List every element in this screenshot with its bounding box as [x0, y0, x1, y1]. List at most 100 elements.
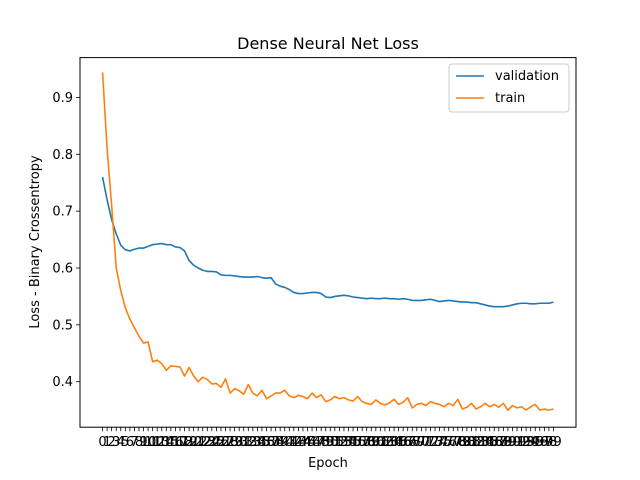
x-tick-label: 71: [418, 435, 435, 450]
x-tick-label: 82: [468, 435, 485, 450]
x-tick-label: 49: [317, 435, 334, 450]
x-axis: 0123456789101112131415161718192021222324…: [98, 427, 562, 450]
y-axis: 0.4 0.5 0.6 0.7 0.8 0.9: [52, 91, 80, 390]
x-tick-label: 9: [139, 435, 147, 450]
x-tick-label: 51: [327, 435, 344, 450]
x-tick-label: 72: [422, 435, 439, 450]
x-tick-label: 12: [149, 435, 166, 450]
x-tick-label: 62: [377, 435, 394, 450]
x-tick-label: 53: [336, 435, 353, 450]
x-tick-label: 60: [368, 435, 385, 450]
x-tick-label: 29: [226, 435, 243, 450]
x-tick-label: 92: [513, 435, 530, 450]
legend-label-train: train: [495, 91, 525, 106]
x-tick-label: 40: [276, 435, 293, 450]
x-tick-label: 17: [172, 435, 189, 450]
chart-title: Dense Neural Net Loss: [237, 34, 419, 53]
x-tick-label: 84: [477, 435, 494, 450]
x-tick-label: 81: [463, 435, 480, 450]
x-tick-label: 42: [286, 435, 303, 450]
x-tick-label: 22: [194, 435, 211, 450]
x-tick-label: 54: [340, 435, 357, 450]
x-tick-label: 74: [431, 435, 448, 450]
x-tick-label: 45: [299, 435, 316, 450]
x-axis-label: Epoch: [308, 456, 348, 471]
x-tick-label: 15: [163, 435, 180, 450]
x-tick-label: 77: [445, 435, 462, 450]
x-tick-label: 2: [108, 435, 116, 450]
x-tick-label: 10: [140, 435, 157, 450]
x-tick-label: 85: [481, 435, 498, 450]
x-tick-label: 61: [372, 435, 389, 450]
x-tick-label: 30: [231, 435, 248, 450]
x-tick-label: 98: [541, 435, 558, 450]
x-tick-label: 87: [491, 435, 508, 450]
legend-label-validation: validation: [495, 69, 559, 84]
x-tick-label: 76: [440, 435, 457, 450]
axes-frame: [79, 57, 577, 428]
x-tick-label: 79: [454, 435, 471, 450]
x-tick-label: 88: [495, 435, 512, 450]
x-tick-label: 70: [413, 435, 430, 450]
x-tick-label: 50: [322, 435, 339, 450]
x-tick-label: 20: [185, 435, 202, 450]
x-tick-label: 56: [349, 435, 366, 450]
series-line-validation: [101, 176, 554, 308]
x-tick-label: 44: [295, 435, 312, 450]
series-line-train: [101, 72, 554, 411]
y-tick-label: 0.8: [52, 148, 73, 163]
x-tick-label: 28: [222, 435, 239, 450]
x-tick-label: 27: [217, 435, 234, 450]
y-tick-label: 0.5: [52, 318, 73, 333]
x-tick-label: 69: [409, 435, 426, 450]
x-tick-label: 52: [331, 435, 348, 450]
x-tick-label: 3: [112, 435, 120, 450]
x-tick-label: 23: [199, 435, 216, 450]
x-tick-label: 26: [213, 435, 230, 450]
x-tick-label: 25: [208, 435, 225, 450]
x-tick-label: 4: [117, 435, 125, 450]
x-tick-label: 91: [509, 435, 526, 450]
x-tick-label: 43: [290, 435, 307, 450]
y-tick-label: 0.4: [52, 375, 73, 390]
y-tick-label: 0.7: [52, 205, 73, 220]
x-tick-label: 99: [545, 435, 562, 450]
x-tick-label: 39: [272, 435, 289, 450]
x-tick-label: 13: [153, 435, 170, 450]
x-tick-label: 6: [126, 435, 134, 450]
x-tick-label: 83: [472, 435, 489, 450]
x-tick-label: 97: [536, 435, 553, 450]
x-tick-label: 41: [281, 435, 298, 450]
x-tick-label: 8: [135, 435, 143, 450]
x-tick-label: 16: [167, 435, 184, 450]
x-tick-label: 90: [504, 435, 521, 450]
x-tick-label: 36: [258, 435, 275, 450]
plot-area: [101, 72, 554, 411]
x-tick-label: 66: [395, 435, 412, 450]
x-tick-label: 78: [450, 435, 467, 450]
x-tick-label: 63: [381, 435, 398, 450]
x-tick-label: 7: [130, 435, 138, 450]
y-tick-label: 0.6: [52, 261, 73, 276]
x-tick-label: 19: [181, 435, 198, 450]
x-tick-label: 5: [121, 435, 129, 450]
x-tick-label: 31: [235, 435, 252, 450]
x-tick-label: 58: [358, 435, 375, 450]
x-tick-label: 75: [436, 435, 453, 450]
x-tick-label: 59: [363, 435, 380, 450]
x-tick-label: 34: [249, 435, 266, 450]
x-tick-label: 18: [176, 435, 193, 450]
x-tick-label: 47: [308, 435, 325, 450]
x-tick-label: 38: [267, 435, 284, 450]
x-tick-label: 14: [158, 435, 175, 450]
x-tick-label: 80: [459, 435, 476, 450]
x-tick-label: 21: [190, 435, 207, 450]
x-tick-label: 95: [527, 435, 544, 450]
x-tick-label: 96: [532, 435, 549, 450]
x-tick-label: 57: [354, 435, 371, 450]
x-tick-label: 33: [245, 435, 262, 450]
x-tick-label: 64: [386, 435, 403, 450]
x-tick-label: 35: [254, 435, 271, 450]
